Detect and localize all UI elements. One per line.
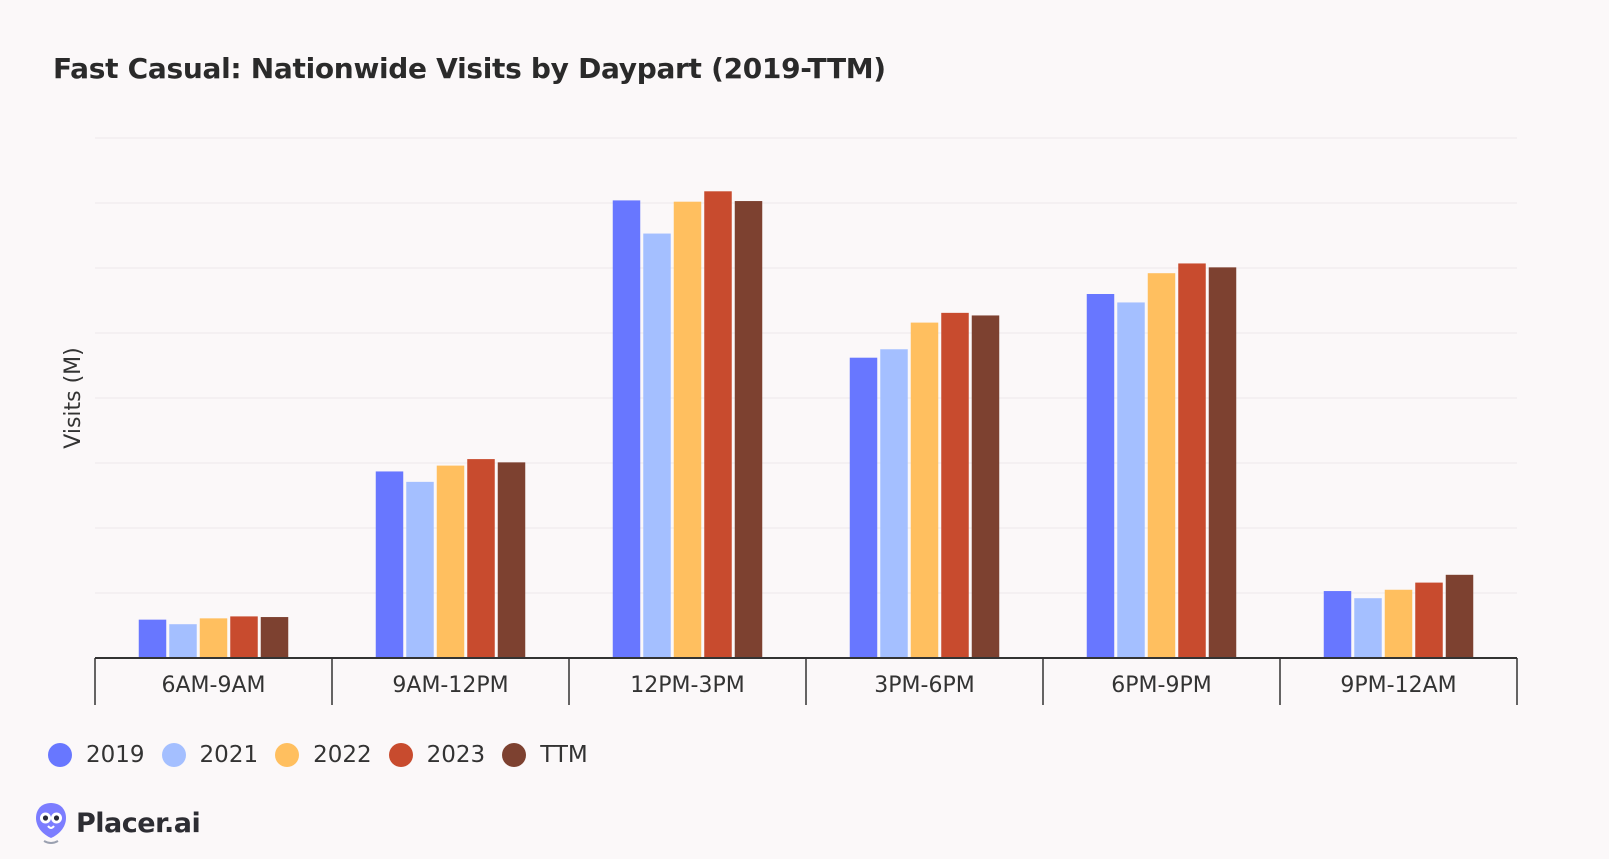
bars [138,191,1474,659]
x-tick-label: 9PM-12AM [1340,673,1456,698]
bar-TTM-9PM-12AM[interactable] [1445,574,1474,658]
legend-swatch [275,743,300,767]
bar-2023-12PM-3PM[interactable] [704,191,732,659]
bar-2023-9PM-12AM[interactable] [1415,582,1443,658]
bar-2019-9PM-12AM[interactable] [1323,591,1352,658]
legend-swatch [161,743,186,767]
bar-2022-6AM-9AM[interactable] [199,618,228,658]
legend-item-2022[interactable]: 2022 [275,742,372,768]
bar-2023-6PM-9PM[interactable] [1178,263,1206,658]
x-tick-label: 12PM-3PM [630,673,744,698]
legend-swatch [48,743,72,767]
legend-label: 2019 [86,742,145,768]
bar-2022-6PM-9PM[interactable] [1147,273,1176,658]
bar-TTM-9AM-12PM[interactable] [497,462,526,658]
legend-swatch [502,743,527,767]
bar-TTM-6PM-9PM[interactable] [1208,267,1237,658]
gridlines [95,137,1517,594]
bar-2023-6AM-9AM[interactable] [230,616,258,658]
bar-2019-12PM-3PM[interactable] [612,200,641,658]
legend-item-2019[interactable]: 2019 [48,742,145,768]
bar-2019-6PM-9PM[interactable] [1086,294,1115,658]
legend-label: 2021 [199,742,259,768]
brand: Placer.ai [34,801,201,845]
bar-2019-6AM-9AM[interactable] [138,619,167,658]
bar-2021-6PM-9PM[interactable] [1117,302,1145,658]
bar-2022-3PM-6PM[interactable] [910,322,939,658]
legend-label: TTM [540,742,588,768]
legend-label: 2022 [313,742,372,768]
bar-2023-9AM-12PM[interactable] [467,459,495,658]
bar-2023-3PM-6PM[interactable] [941,312,969,658]
bar-chart: 6AM-9AM 9AM-12PM 12PM-3PM 3PM-6PM 6PM-9PM 9PM… [61,137,1518,705]
legend-item-TTM[interactable]: TTM [502,742,588,768]
x-tick-label: 6PM-9PM [1111,673,1211,698]
x-tick-label: 3PM-6PM [874,673,974,698]
legend-item-2021[interactable]: 2021 [161,742,259,768]
y-axis-label: Visits (M) [61,347,86,448]
bar-2021-12PM-3PM[interactable] [643,233,671,659]
legend-swatch [388,743,413,767]
x-tick-label: 6AM-9AM [162,673,266,698]
x-axis: 6AM-9AM 9AM-12PM 12PM-3PM 3PM-6PM 6PM-9PM 9PM… [94,657,1518,705]
bar-2022-9AM-12PM[interactable] [436,465,465,658]
placer-owl-icon [36,803,66,844]
bar-2019-3PM-6PM[interactable] [849,357,878,658]
bar-2021-6AM-9AM[interactable] [169,624,197,658]
bar-2022-12PM-3PM[interactable] [673,201,702,658]
chart-title: Fast Casual: Nationwide Visits by Daypar… [53,52,886,85]
legend-label: 2023 [426,742,486,768]
bar-2019-9AM-12PM[interactable] [375,471,404,658]
bar-2021-9AM-12PM[interactable] [406,481,434,658]
brand-name: Placer.ai [76,807,201,839]
legend-item-2023[interactable]: 2023 [388,742,486,768]
bar-TTM-12PM-3PM[interactable] [734,201,763,659]
x-tick-label: 9AM-12PM [392,673,508,698]
legend: 2019 2021 2022 2023 TTM [48,742,605,768]
bar-2021-3PM-6PM[interactable] [880,349,908,658]
bar-TTM-3PM-6PM[interactable] [971,315,1000,658]
bar-2022-9PM-12AM[interactable] [1384,589,1413,658]
bar-TTM-6AM-9AM[interactable] [260,617,289,658]
bar-2021-9PM-12AM[interactable] [1354,598,1382,658]
